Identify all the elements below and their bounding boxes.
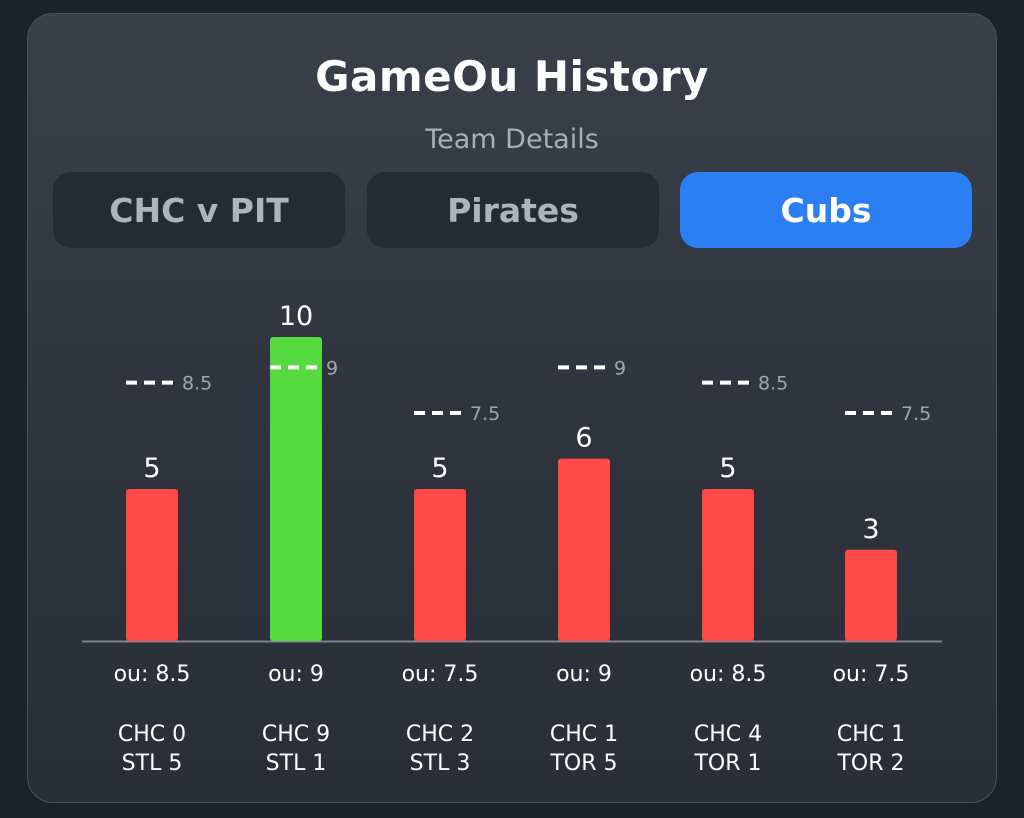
bar-value-label-1: 10 [279,301,313,332]
score-line2-4: TOR 1 [693,751,761,776]
game-ou-history-card: GameOu History Team Details CHC v PIT Pi… [27,13,997,803]
ou-line-value-1: 9 [326,357,338,379]
score-line1-4: CHC 4 [694,722,762,747]
bar-value-label-0: 5 [143,453,160,484]
score-line2-2: STL 3 [410,751,471,776]
score-line1-2: CHC 2 [406,722,474,747]
ou-line-value-2: 7.5 [470,403,500,425]
tab-matchup[interactable]: CHC v PIT [53,172,345,248]
bar-value-label-4: 5 [719,453,736,484]
ou-line-value-0: 8.5 [182,373,212,395]
tab-cubs[interactable]: Cubs [680,172,972,248]
ou-label-2: ou: 7.5 [402,662,479,687]
ou-line-value-5: 7.5 [901,403,931,425]
bar-4 [702,489,754,641]
card-title: GameOu History [315,52,709,101]
score-line1-3: CHC 1 [550,722,618,747]
score-line1-0: CHC 0 [118,722,186,747]
score-line2-1: STL 1 [266,751,327,776]
bar-value-label-3: 6 [575,423,592,454]
tab-pirates[interactable]: Pirates [367,172,659,248]
ou-label-5: ou: 7.5 [833,662,910,687]
ou-line-value-3: 9 [614,357,626,379]
bar-0 [126,489,178,641]
bar-value-label-5: 3 [862,514,879,545]
ou-label-1: ou: 9 [268,662,324,687]
score-line2-0: STL 5 [122,751,183,776]
team-tabs: CHC v PIT Pirates Cubs [28,14,996,802]
ou-label-0: ou: 8.5 [114,662,191,687]
score-line1-1: CHC 9 [262,722,330,747]
bar-value-label-2: 5 [431,453,448,484]
bar-5 [845,549,897,641]
score-line2-3: TOR 5 [549,751,617,776]
bar-3 [558,458,610,641]
bar-1 [270,337,322,641]
ou-line-value-4: 8.5 [758,373,788,395]
score-line1-5: CHC 1 [837,722,905,747]
ou-label-3: ou: 9 [556,662,612,687]
score-line2-5: TOR 2 [836,751,904,776]
card-subtitle: Team Details [425,124,599,155]
bar-2 [414,489,466,641]
ou-label-4: ou: 8.5 [690,662,767,687]
